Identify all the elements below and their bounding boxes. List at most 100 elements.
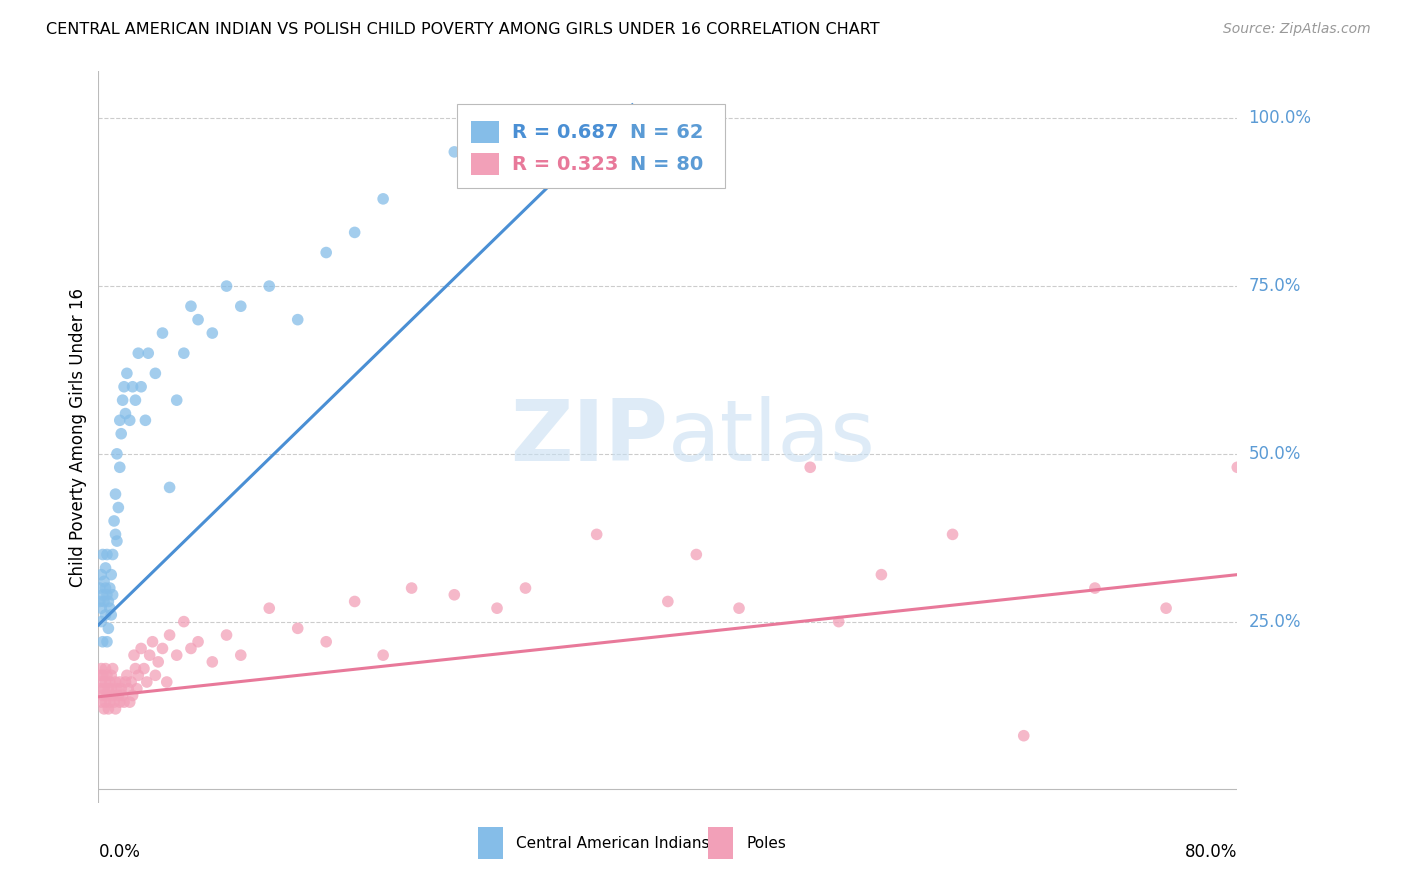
Point [600, 112, 623, 126]
Point [118, 695, 141, 709]
Point [89, 668, 111, 682]
Point [98, 581, 121, 595]
FancyBboxPatch shape [457, 104, 725, 188]
Y-axis label: Child Poverty Among Girls Under 16: Child Poverty Among Girls Under 16 [69, 287, 87, 587]
Point [657, 594, 679, 608]
Point [121, 380, 143, 394]
Point [100, 567, 122, 582]
Point [373, 192, 395, 206]
Point [107, 689, 129, 703]
Point [90, 567, 112, 582]
Point [443, 588, 465, 602]
Point [111, 393, 134, 408]
Text: N = 80: N = 80 [630, 154, 703, 174]
Point [124, 662, 146, 676]
Point [173, 346, 195, 360]
Point [91, 588, 114, 602]
Point [94, 662, 117, 676]
Point [90, 662, 112, 676]
Point [134, 413, 156, 427]
Point [98, 695, 121, 709]
Point [94, 675, 117, 690]
Point [287, 312, 309, 326]
Point [401, 581, 423, 595]
FancyBboxPatch shape [707, 827, 733, 860]
Point [215, 279, 238, 293]
Text: R = 0.687: R = 0.687 [512, 122, 638, 142]
Point [96, 548, 118, 562]
Point [93, 594, 115, 608]
Point [108, 695, 131, 709]
Point [94, 607, 117, 622]
Point [135, 675, 157, 690]
Point [229, 299, 252, 313]
Point [89, 581, 111, 595]
Point [138, 648, 160, 662]
Point [101, 689, 124, 703]
Point [942, 527, 965, 541]
Point [515, 131, 537, 145]
Point [91, 668, 114, 682]
Point [89, 594, 111, 608]
Text: N = 62: N = 62 [630, 122, 704, 142]
Point [215, 628, 238, 642]
Point [105, 447, 128, 461]
Point [108, 413, 131, 427]
Point [373, 648, 395, 662]
FancyBboxPatch shape [471, 121, 499, 143]
Point [115, 367, 138, 381]
Point [101, 548, 124, 562]
Point [728, 601, 751, 615]
Point [121, 689, 143, 703]
Point [96, 588, 118, 602]
Text: atlas: atlas [668, 395, 876, 479]
Point [100, 668, 122, 682]
Point [180, 299, 202, 313]
Point [486, 601, 509, 615]
Point [96, 668, 118, 682]
Point [166, 393, 188, 408]
Point [159, 628, 181, 642]
Point [443, 145, 465, 159]
Point [90, 675, 112, 690]
Point [799, 460, 821, 475]
Text: 25.0%: 25.0% [1249, 613, 1301, 631]
Point [136, 346, 159, 360]
Point [343, 594, 366, 608]
Point [122, 648, 145, 662]
Point [108, 675, 131, 690]
Point [100, 681, 122, 696]
Point [90, 615, 112, 629]
Point [259, 279, 281, 293]
Point [91, 689, 114, 703]
Point [129, 380, 152, 394]
Point [93, 681, 115, 696]
Point [828, 615, 851, 629]
Text: 80.0%: 80.0% [1185, 843, 1237, 861]
Point [259, 601, 281, 615]
Point [93, 702, 115, 716]
Point [145, 668, 167, 682]
Point [315, 634, 337, 648]
FancyBboxPatch shape [478, 827, 503, 860]
Point [97, 594, 120, 608]
Text: Central American Indians: Central American Indians [516, 836, 710, 851]
Point [145, 367, 167, 381]
Point [112, 380, 135, 394]
Text: CENTRAL AMERICAN INDIAN VS POLISH CHILD POVERTY AMONG GIRLS UNDER 16 CORRELATION: CENTRAL AMERICAN INDIAN VS POLISH CHILD … [46, 22, 880, 37]
FancyBboxPatch shape [471, 153, 499, 175]
Point [148, 655, 170, 669]
Point [127, 668, 149, 682]
Point [96, 634, 118, 648]
Point [90, 695, 112, 709]
Point [110, 681, 132, 696]
Text: 50.0%: 50.0% [1249, 445, 1301, 463]
Text: Source: ZipAtlas.com: Source: ZipAtlas.com [1223, 22, 1371, 37]
Point [107, 500, 129, 515]
Point [91, 548, 114, 562]
Text: ZIP: ZIP [510, 395, 668, 479]
Text: Poles: Poles [747, 836, 786, 851]
Point [180, 641, 202, 656]
Point [111, 689, 134, 703]
Point [187, 312, 209, 326]
